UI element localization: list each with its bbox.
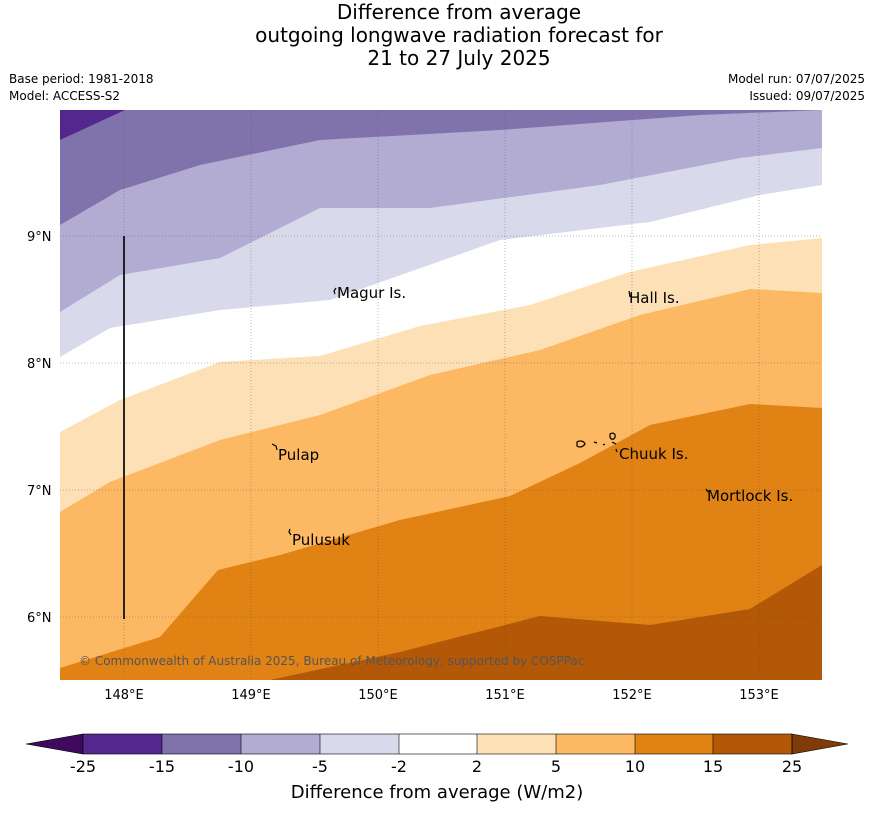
place-pulap: Pulap xyxy=(278,446,319,464)
place-hall-is: Hall Is. xyxy=(629,289,680,307)
colorbar-title: Difference from average (W/m2) xyxy=(291,782,583,803)
copyright-notice: © Commonwealth of Australia 2025, Bureau… xyxy=(79,654,584,668)
colorbar-outline xyxy=(82,733,793,755)
colorbar-swatch-10-15 xyxy=(635,734,713,754)
lon-tick-153e: 153°E xyxy=(739,688,779,703)
lon-tick-151e: 151°E xyxy=(485,688,525,703)
colorbar-extend-low xyxy=(25,733,84,755)
colorbar-extend-high xyxy=(791,733,849,755)
colorbar-swatch-minus15-minus10 xyxy=(162,734,241,754)
base-period: Base period: 1981-2018 xyxy=(9,72,154,86)
colorbar-swatch-2-5 xyxy=(477,734,556,754)
colorbar-swatch-5-10 xyxy=(556,734,635,754)
colorbar-label-2: 2 xyxy=(472,757,482,776)
colorbar-swatch-minus25-minus15 xyxy=(83,734,162,754)
contour-map: Magur Is. Hall Is. Pulap Chuuk Is. Mortl… xyxy=(60,110,822,680)
title-line-2: outgoing longwave radiation forecast for xyxy=(255,23,663,47)
lat-tick-9n: 9°N xyxy=(27,230,52,245)
colorbar-label-minus2: -2 xyxy=(391,757,407,776)
colorbar-label-minus5: -5 xyxy=(312,757,328,776)
colorbar-label-minus10: -10 xyxy=(228,757,254,776)
lat-tick-7n: 7°N xyxy=(27,484,52,499)
colorbar-swatch-minus5-minus2 xyxy=(320,734,399,754)
lon-tick-149e: 149°E xyxy=(231,688,271,703)
lat-tick-6n: 6°N xyxy=(27,611,52,626)
colorbar-label-5: 5 xyxy=(551,757,561,776)
place-mortlock-is: Mortlock Is. xyxy=(707,487,793,505)
issued-date: Issued: 09/07/2025 xyxy=(749,89,865,103)
colorbar-swatch-15-25 xyxy=(713,734,792,754)
colorbar-swatch-minus10-minus5 xyxy=(241,734,320,754)
colorbar-label-10: 10 xyxy=(625,757,645,776)
colorbar-label-25: 25 xyxy=(782,757,802,776)
model-run: Model run: 07/07/2025 xyxy=(727,72,865,86)
band-15-25 xyxy=(270,565,822,680)
title-line-3: 21 to 27 July 2025 xyxy=(367,46,551,70)
island-shapes xyxy=(271,287,709,536)
colorbar-label-15: 15 xyxy=(703,757,723,776)
lat-tick-8n: 8°N xyxy=(27,357,52,372)
model-name: Model: ACCESS-S2 xyxy=(9,89,121,103)
place-magur-is: Magur Is. xyxy=(337,284,406,302)
colorbar-label-minus15: -15 xyxy=(149,757,175,776)
title-line-1: Difference from average xyxy=(336,0,582,24)
band-minus25-minus15 xyxy=(60,110,125,140)
place-pulusuk: Pulusuk xyxy=(292,531,350,549)
lon-tick-150e: 150°E xyxy=(358,688,398,703)
colorbar-label-minus25: -25 xyxy=(70,757,96,776)
place-chuuk-is: Chuuk Is. xyxy=(619,445,688,463)
colorbar: -25 -15 -10 -5 -2 2 5 10 15 25 Differenc… xyxy=(25,733,849,803)
lon-tick-152e: 152°E xyxy=(612,688,652,703)
band-10-15 xyxy=(60,404,822,680)
lon-tick-148e: 148°E xyxy=(104,688,144,703)
colorbar-swatch-minus2-2 xyxy=(399,734,477,754)
